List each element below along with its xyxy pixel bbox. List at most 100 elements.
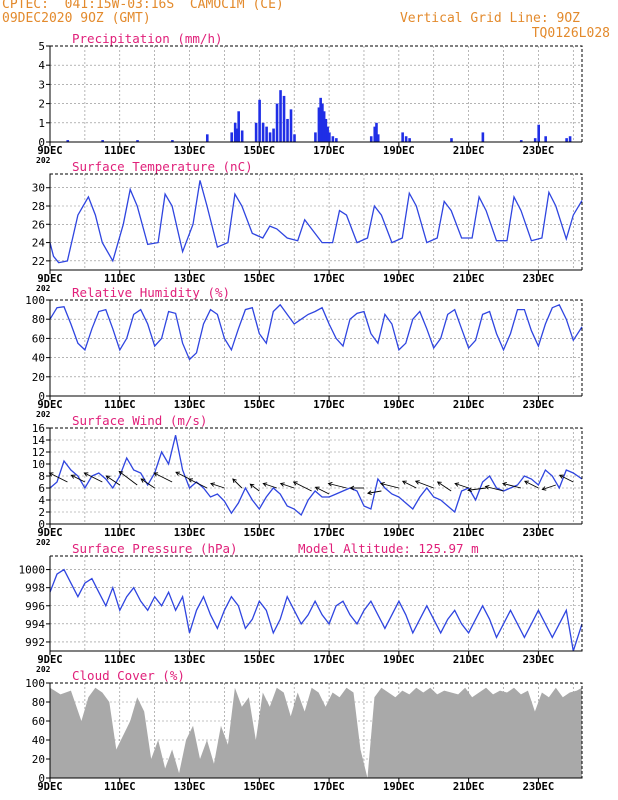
precip-bar	[373, 126, 377, 142]
precip-bar	[326, 126, 329, 142]
x-tick-label: 15DEC	[244, 654, 276, 666]
wind-vector	[263, 483, 277, 489]
station-header: CPTEC: 041:15W-03:16S CAMOCIM (CE)	[2, 0, 284, 12]
x-tick-label: 17DEC	[313, 273, 345, 285]
x-tick-label: 9DEC	[37, 399, 62, 411]
x-tick-label: 17DEC	[313, 145, 345, 157]
y-tick-label: 0	[38, 390, 45, 403]
precip-bar	[375, 122, 378, 142]
precip-bar	[101, 140, 104, 142]
y-tick-label: 28	[32, 200, 45, 213]
y-tick-label: 40	[32, 734, 45, 747]
precip-bar	[275, 103, 279, 142]
y-tick-label: 60	[32, 332, 45, 345]
x-year-fragment: 202	[36, 410, 51, 419]
y-tick-label: 2	[38, 98, 45, 111]
precip-bar	[258, 99, 261, 142]
x-tick-label: 11DEC	[104, 527, 136, 539]
panel-pres: 992 994 996 998 1000 9DEC 11DEC 13DEC 15DEC 17DEC…	[19, 541, 583, 674]
x-tick-label: 9DEC	[37, 781, 62, 793]
wind-arrowhead	[454, 482, 460, 487]
precip-bar	[265, 126, 268, 142]
y-tick-label: 12	[32, 446, 45, 459]
precip-bar	[376, 134, 380, 142]
precip-bar	[293, 134, 296, 142]
wind-arrowhead	[366, 490, 372, 495]
y-tick-label: 2	[38, 506, 45, 519]
precip-bar	[136, 140, 139, 142]
x-tick-label: 21DEC	[453, 527, 485, 539]
y-tick-label: 3	[38, 78, 45, 91]
y-tick-label: 6	[38, 482, 45, 495]
precip-bar	[401, 132, 404, 142]
wind-arrowhead	[314, 486, 320, 491]
precip-bar	[335, 138, 338, 142]
precip-bar	[233, 122, 237, 142]
wind-arrowhead	[541, 486, 547, 491]
x-tick-label: 15DEC	[244, 781, 276, 793]
wind-arrowhead	[327, 482, 333, 487]
wind-vector	[84, 472, 103, 483]
y-tick-label: 5	[38, 40, 45, 53]
pres-line	[49, 568, 583, 652]
y-tick-label: 1000	[19, 564, 46, 577]
precip-bar	[230, 132, 234, 142]
precip-bar	[282, 95, 286, 142]
precip-bar	[237, 111, 240, 142]
panel-frame	[49, 45, 583, 143]
wind-vector	[315, 486, 330, 495]
wind-arrowhead	[467, 487, 472, 493]
wind-vector	[559, 474, 574, 483]
precip-bar	[324, 118, 328, 142]
wind-vector	[140, 478, 155, 489]
x-tick-label: 13DEC	[174, 781, 206, 793]
x-tick-label: 19DEC	[383, 654, 415, 666]
x-tick-label: 19DEC	[383, 399, 415, 411]
y-tick-label: 40	[32, 352, 45, 365]
grid-line-note: Vertical Grid Line: 9OZ	[399, 11, 580, 26]
x-tick-label: 15DEC	[244, 399, 276, 411]
wind-arrowhead	[279, 482, 285, 487]
precip-bar	[328, 132, 331, 142]
x-tick-label: 21DEC	[453, 654, 485, 666]
wind-arrowhead	[558, 474, 564, 479]
precip-bar	[289, 109, 293, 142]
precip-bar	[568, 136, 572, 142]
y-tick-label: 20	[32, 371, 45, 384]
wind-arrowhead	[524, 480, 529, 485]
wind-title: Surface Wind (m/s)	[72, 413, 207, 428]
wind-arrowhead	[83, 472, 89, 477]
wind-arrowhead	[105, 475, 111, 480]
wind-vector	[485, 486, 504, 492]
panel-precip: 0 1 2 3 4 5 9DEC 11DEC 13DEC 15DEC 17DEC 19DEC 21DEC…	[36, 31, 583, 165]
precip-bar	[450, 138, 453, 142]
precip-bar	[321, 103, 324, 142]
wind-vector	[188, 478, 208, 489]
y-tick-label: 4	[38, 59, 45, 72]
precip-bar	[286, 118, 289, 142]
precip-bar	[235, 128, 239, 142]
x-tick-label: 9DEC	[37, 273, 62, 285]
wind-vector	[468, 487, 487, 491]
y-tick-label: 10	[32, 458, 45, 471]
x-tick-label: 13DEC	[174, 145, 206, 157]
precip-bar	[519, 140, 523, 142]
precip-bar	[317, 107, 321, 142]
x-tick-label: 15DEC	[244, 145, 276, 157]
x-tick-label: 15DEC	[244, 527, 276, 539]
wind-vector	[250, 483, 260, 492]
wind-vector	[293, 481, 312, 492]
y-tick-label: 22	[32, 255, 45, 268]
cloud-area	[50, 687, 582, 778]
y-tick-label: 16	[32, 422, 45, 435]
x-tick-label: 9DEC	[37, 654, 62, 666]
wind-vector	[437, 481, 452, 492]
x-tick-label: 11DEC	[104, 781, 136, 793]
wind-vector	[380, 483, 399, 489]
y-tick-label: 996	[25, 600, 45, 613]
x-tick-label: 21DEC	[453, 273, 485, 285]
x-tick-label: 17DEC	[313, 527, 345, 539]
wind-vector	[328, 483, 347, 489]
precip-bar	[408, 138, 411, 142]
